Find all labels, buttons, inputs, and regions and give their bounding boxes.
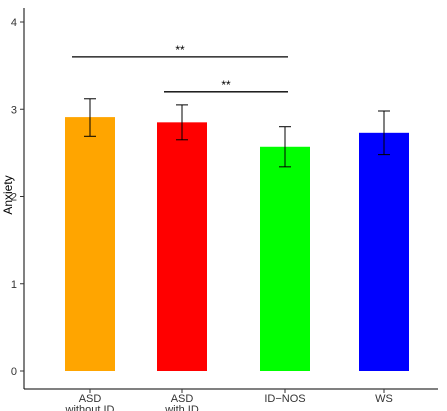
bar — [260, 146, 310, 371]
y-tick-label: 3 — [11, 104, 17, 116]
x-tick-label-line: without ID — [65, 404, 115, 411]
x-tick-label: ASD without ID — [65, 393, 115, 411]
x-tick-label-line: ASD — [171, 393, 194, 405]
significance-label: ** — [175, 43, 185, 57]
error-bars — [84, 98, 390, 168]
x-tick-label: ASD with ID — [164, 393, 199, 411]
y-tick-label: 1 — [11, 279, 17, 291]
bar — [157, 122, 207, 372]
y-tick-label: 2 — [11, 192, 17, 204]
significance-label: ** — [221, 78, 231, 92]
y-tick-label: 4 — [11, 17, 17, 29]
bar — [65, 117, 115, 371]
y-tick-label: 0 — [11, 366, 17, 378]
y-axis-title: Anxiety — [1, 175, 15, 214]
bars — [65, 117, 409, 372]
bar — [359, 132, 409, 371]
x-tick-label: WS — [375, 393, 393, 405]
x-tick-label-line: ID−NOS — [264, 393, 305, 405]
x-tick-label-line: ASD — [79, 393, 102, 405]
significance-brackets: ** ** — [72, 43, 288, 93]
x-tick-label-line: with ID — [164, 404, 199, 411]
x-tick-label-line: WS — [375, 393, 393, 405]
x-tick-label: ID−NOS — [264, 393, 305, 405]
